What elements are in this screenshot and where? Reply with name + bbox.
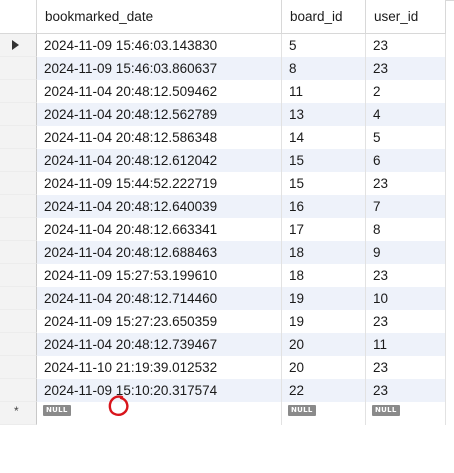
cell-user-id[interactable]: 23 — [366, 57, 446, 80]
cell-board-id[interactable]: 13 — [282, 103, 366, 126]
cell-bookmarked-date[interactable]: 2024-11-09 15:27:23.650359 — [37, 310, 282, 333]
cell-board-id[interactable]: 14 — [282, 126, 366, 149]
row-header[interactable] — [0, 103, 37, 126]
row-header[interactable] — [0, 333, 37, 356]
new-row-header[interactable]: * — [0, 402, 37, 425]
cell-user-id[interactable]: 5 — [366, 126, 446, 149]
cell-board-id[interactable]: 19 — [282, 287, 366, 310]
cell-board-id[interactable]: 18 — [282, 264, 366, 287]
cell-bookmarked-date[interactable]: 2024-11-09 15:44:52.222719 — [37, 172, 282, 195]
row-header[interactable] — [0, 80, 37, 103]
null-badge: NULL — [372, 405, 400, 416]
row-header[interactable] — [0, 57, 37, 80]
cell-board-id[interactable]: 15 — [282, 149, 366, 172]
new-row-cell[interactable]: NULL — [37, 402, 282, 425]
row-header-corner[interactable] — [0, 0, 37, 34]
cell-board-id[interactable]: 16 — [282, 195, 366, 218]
cell-user-id[interactable]: 10 — [366, 287, 446, 310]
cell-user-id[interactable]: 6 — [366, 149, 446, 172]
cell-bookmarked-date[interactable]: 2024-11-09 15:10:20.317574 — [37, 379, 282, 402]
cell-user-id[interactable]: 23 — [366, 356, 446, 379]
cell-board-id[interactable]: 22 — [282, 379, 366, 402]
column-header-user-id[interactable]: user_id — [366, 0, 446, 34]
cell-board-id[interactable]: 20 — [282, 356, 366, 379]
null-badge: NULL — [288, 405, 316, 416]
row-header[interactable] — [0, 310, 37, 333]
cell-bookmarked-date[interactable]: 2024-11-09 15:46:03.860637 — [37, 57, 282, 80]
row-header[interactable] — [0, 218, 37, 241]
cell-user-id[interactable]: 7 — [366, 195, 446, 218]
new-row-asterisk-icon: * — [14, 404, 19, 418]
cell-user-id[interactable]: 2 — [366, 80, 446, 103]
cell-bookmarked-date[interactable]: 2024-11-04 20:48:12.663341 — [37, 218, 282, 241]
cell-user-id[interactable]: 23 — [366, 172, 446, 195]
cell-bookmarked-date[interactable]: 2024-11-04 20:48:12.688463 — [37, 241, 282, 264]
row-header[interactable] — [0, 379, 37, 402]
row-header[interactable] — [0, 34, 37, 57]
cell-user-id[interactable]: 23 — [366, 310, 446, 333]
row-header[interactable] — [0, 356, 37, 379]
cell-board-id[interactable]: 20 — [282, 333, 366, 356]
cell-bookmarked-date[interactable]: 2024-11-09 15:46:03.143830 — [37, 34, 282, 57]
cell-bookmarked-date[interactable]: 2024-11-04 20:48:12.586348 — [37, 126, 282, 149]
row-header[interactable] — [0, 149, 37, 172]
cell-board-id[interactable]: 19 — [282, 310, 366, 333]
cell-bookmarked-date[interactable]: 2024-11-04 20:48:12.612042 — [37, 149, 282, 172]
cell-user-id[interactable]: 8 — [366, 218, 446, 241]
row-header[interactable] — [0, 195, 37, 218]
new-row-cell[interactable]: NULL — [282, 402, 366, 425]
cell-user-id[interactable]: 9 — [366, 241, 446, 264]
current-row-arrow-icon — [12, 40, 19, 50]
cell-user-id[interactable]: 23 — [366, 34, 446, 57]
cell-bookmarked-date[interactable]: 2024-11-04 20:48:12.714460 — [37, 287, 282, 310]
cell-board-id[interactable]: 15 — [282, 172, 366, 195]
column-header-board-id[interactable]: board_id — [282, 0, 366, 34]
cell-bookmarked-date[interactable]: 2024-11-04 20:48:12.562789 — [37, 103, 282, 126]
row-header[interactable] — [0, 264, 37, 287]
cell-bookmarked-date[interactable]: 2024-11-04 20:48:12.509462 — [37, 80, 282, 103]
cell-bookmarked-date[interactable]: 2024-11-04 20:48:12.640039 — [37, 195, 282, 218]
cell-user-id[interactable]: 4 — [366, 103, 446, 126]
row-header[interactable] — [0, 172, 37, 195]
column-header-bookmarked-date[interactable]: bookmarked_date — [37, 0, 282, 34]
null-badge: NULL — [43, 405, 71, 416]
cell-bookmarked-date[interactable]: 2024-11-10 21:19:39.012532 — [37, 356, 282, 379]
row-header[interactable] — [0, 126, 37, 149]
cell-bookmarked-date[interactable]: 2024-11-04 20:48:12.739467 — [37, 333, 282, 356]
cell-board-id[interactable]: 17 — [282, 218, 366, 241]
cell-board-id[interactable]: 8 — [282, 57, 366, 80]
new-row-cell[interactable]: NULL — [366, 402, 446, 425]
row-header[interactable] — [0, 287, 37, 310]
cell-board-id[interactable]: 18 — [282, 241, 366, 264]
cell-bookmarked-date[interactable]: 2024-11-09 15:27:53.199610 — [37, 264, 282, 287]
cell-user-id[interactable]: 23 — [366, 379, 446, 402]
row-header[interactable] — [0, 241, 37, 264]
cell-user-id[interactable]: 11 — [366, 333, 446, 356]
cell-board-id[interactable]: 11 — [282, 80, 366, 103]
cell-board-id[interactable]: 5 — [282, 34, 366, 57]
cell-user-id[interactable]: 23 — [366, 264, 446, 287]
